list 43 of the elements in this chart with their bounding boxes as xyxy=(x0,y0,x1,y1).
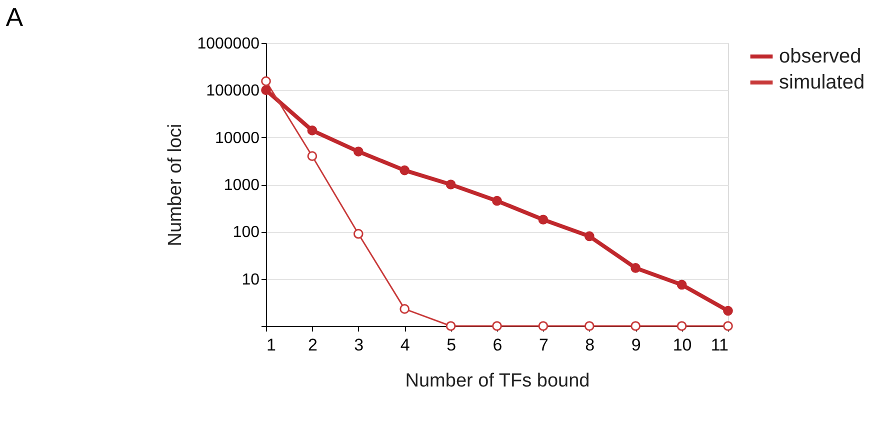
point xyxy=(538,321,548,331)
point xyxy=(584,321,594,331)
x-tick-label: 5 xyxy=(446,336,456,354)
y-tick-label: 100000 xyxy=(206,82,260,100)
y-tick-label: 1000 xyxy=(224,177,260,194)
x-tick-label: 11 xyxy=(710,336,728,354)
point xyxy=(446,180,456,190)
point xyxy=(261,85,271,96)
point xyxy=(630,263,641,273)
x-axis-title: Number of TFs bound xyxy=(405,370,590,392)
point xyxy=(353,146,364,156)
point xyxy=(492,196,502,206)
point xyxy=(400,304,410,314)
point xyxy=(630,321,641,331)
x-tick-label: 10 xyxy=(672,336,692,354)
point xyxy=(538,214,548,225)
point xyxy=(723,306,733,316)
point xyxy=(446,321,456,331)
point xyxy=(676,321,687,331)
y-tick-label: 1000000 xyxy=(197,36,260,52)
x-tick-label: 1 xyxy=(266,336,276,354)
y-tick-label: 10000 xyxy=(215,130,260,147)
x-tick-label: 4 xyxy=(400,336,410,354)
x-tick-label: 9 xyxy=(631,336,641,354)
x-tick-label: 2 xyxy=(308,336,318,354)
point xyxy=(492,321,502,331)
y-tick-label: 100 xyxy=(232,224,260,242)
point xyxy=(676,280,687,290)
x-tick-label: 8 xyxy=(585,336,595,354)
x-tick-label: 6 xyxy=(492,336,502,354)
point xyxy=(400,165,410,176)
point xyxy=(261,76,271,86)
legend-label: simulated xyxy=(779,72,865,94)
x-tick-label: 7 xyxy=(538,336,548,354)
text: A xyxy=(6,2,24,32)
point xyxy=(584,231,594,242)
y-axis-title: Number of loci xyxy=(165,124,186,246)
point xyxy=(307,126,318,136)
y-tick-label: 10 xyxy=(242,271,260,288)
point xyxy=(353,228,364,239)
point xyxy=(307,151,318,162)
legend-label: observed xyxy=(779,46,862,68)
x-tick-label: 3 xyxy=(354,336,364,354)
